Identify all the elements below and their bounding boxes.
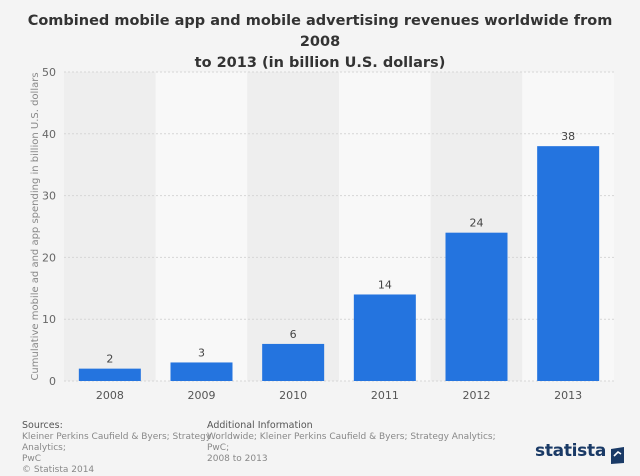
x-tick-label: 2012 xyxy=(463,389,491,402)
chart-title-line-2: to 2013 (in billion U.S. dollars) xyxy=(194,55,446,71)
sources-line: PwC xyxy=(22,454,42,464)
column-band xyxy=(64,72,156,381)
additional-info-line: Worldwide; Kleiner Perkins Caufield & By… xyxy=(207,432,496,453)
data-label: 6 xyxy=(290,328,297,341)
bar xyxy=(353,294,416,381)
data-label: 2 xyxy=(106,353,113,366)
sources-block: Sources: Kleiner Perkins Caufield & Byer… xyxy=(22,420,222,476)
data-label: 3 xyxy=(198,346,205,359)
bar xyxy=(262,343,325,381)
y-tick-label: 30 xyxy=(42,190,56,203)
additional-info-block: Additional Information Worldwide; Kleine… xyxy=(207,420,507,465)
data-label: 38 xyxy=(561,130,575,143)
bar xyxy=(78,368,141,381)
copyright-line: © Statista 2014 xyxy=(22,465,95,475)
statista-logo[interactable]: statista xyxy=(535,441,606,461)
data-label: 24 xyxy=(470,217,484,230)
bar xyxy=(445,232,508,381)
chart-footer: Sources: Kleiner Perkins Caufield & Byer… xyxy=(0,420,640,476)
y-tick-label: 10 xyxy=(42,313,56,326)
y-axis-title: Cumulative mobile ad and app spending in… xyxy=(30,72,41,380)
y-tick-label: 20 xyxy=(42,251,56,264)
bar xyxy=(170,362,233,381)
y-tick-label: 40 xyxy=(42,128,56,141)
bar xyxy=(537,146,600,381)
chart-title-line-1: Combined mobile app and mobile advertisi… xyxy=(27,13,613,50)
x-tick-label: 2010 xyxy=(279,389,307,402)
x-tick-label: 2013 xyxy=(554,389,582,402)
x-tick-label: 2011 xyxy=(371,389,399,402)
column-band xyxy=(155,72,248,381)
statista-logo-icon xyxy=(611,447,624,464)
sources-line: Kleiner Perkins Caufield & Byers; Strate… xyxy=(22,432,212,453)
y-tick-label: 0 xyxy=(49,375,56,388)
bar-chart: 2 3 6 14 24 38 0 10 20 30 40 50 2008 2009 2010 2011 201… xyxy=(30,66,614,402)
additional-info-heading: Additional Information xyxy=(207,420,313,431)
x-tick-label: 2009 xyxy=(188,389,216,402)
data-label: 14 xyxy=(378,278,392,291)
additional-info-line: 2008 to 2013 xyxy=(207,454,268,464)
x-tick-label: 2008 xyxy=(96,389,124,402)
column-band xyxy=(247,72,339,381)
chart-title: Combined mobile app and mobile advertisi… xyxy=(10,11,630,74)
y-tick-label: 50 xyxy=(42,66,56,79)
sources-heading: Sources: xyxy=(22,420,63,431)
